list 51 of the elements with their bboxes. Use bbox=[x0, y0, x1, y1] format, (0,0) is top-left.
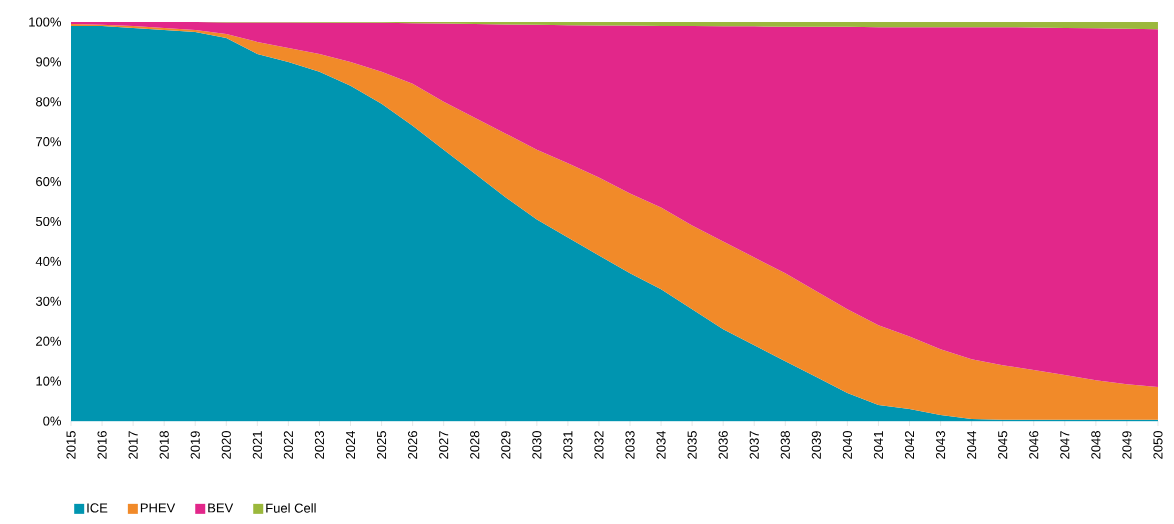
y-tick-label: 30% bbox=[35, 296, 62, 306]
y-tick-label: 100% bbox=[29, 17, 62, 27]
x-tick-label: 2047 bbox=[1060, 431, 1070, 459]
x-tick-label: 2050 bbox=[1153, 431, 1163, 459]
x-tick-label: 2035 bbox=[687, 431, 697, 459]
x-tick-label: 2020 bbox=[221, 431, 231, 459]
y-tick-label: 70% bbox=[36, 137, 62, 147]
legend-label: Fuel Cell bbox=[266, 503, 316, 513]
x-tick-label: 2033 bbox=[625, 431, 635, 459]
x-tick-label: 2046 bbox=[1029, 431, 1039, 459]
y-tick-label: 90% bbox=[36, 57, 62, 67]
x-tick-label: 2017 bbox=[128, 431, 138, 459]
x-tick-label: 2043 bbox=[935, 431, 946, 459]
x-tick-label: 2034 bbox=[656, 430, 666, 459]
legend-label: BEV bbox=[208, 503, 234, 513]
x-tick-label: 2016 bbox=[97, 431, 107, 459]
y-tick-label: 60% bbox=[36, 176, 62, 187]
x-tick-label: 2040 bbox=[842, 431, 853, 459]
x-tick-label: 2041 bbox=[873, 431, 884, 459]
y-tick-label: 0% bbox=[43, 416, 62, 426]
x-tick-label: 2025 bbox=[376, 431, 387, 459]
x-tick-label: 2030 bbox=[532, 431, 542, 459]
x-tick-label: 2022 bbox=[283, 431, 293, 459]
x-tick-label: 2039 bbox=[811, 431, 821, 459]
x-tick-label: 2042 bbox=[904, 431, 915, 459]
x-tick-label: 2044 bbox=[967, 430, 977, 459]
x-tick-label: 2045 bbox=[998, 431, 1008, 459]
legend-label: PHEV bbox=[140, 503, 176, 513]
y-tick-label: 20% bbox=[36, 336, 62, 346]
x-tick-label: 2027 bbox=[439, 431, 449, 459]
legend-label: ICE bbox=[87, 503, 108, 513]
y-tick-label: 50% bbox=[35, 216, 62, 227]
x-tick-label: 2015 bbox=[66, 431, 76, 459]
x-tick-label: 2038 bbox=[780, 431, 790, 459]
x-tick-label: 2024 bbox=[345, 430, 356, 459]
x-tick-label: 2018 bbox=[159, 431, 169, 459]
x-tick-label: 2049 bbox=[1122, 431, 1132, 459]
y-tick-label: 40% bbox=[35, 256, 62, 266]
x-tick-label: 2019 bbox=[190, 431, 200, 459]
x-tick-label: 2023 bbox=[314, 431, 325, 459]
y-tick-label: 80% bbox=[36, 97, 62, 107]
y-tick-label: 10% bbox=[36, 376, 62, 386]
x-tick-label: 2029 bbox=[501, 431, 511, 459]
x-tick-label: 2031 bbox=[563, 431, 573, 459]
x-tick-label: 2036 bbox=[718, 431, 728, 459]
x-tick-label: 2028 bbox=[470, 431, 480, 459]
x-tick-label: 2021 bbox=[252, 431, 262, 459]
x-tick-label: 2026 bbox=[408, 431, 418, 459]
x-tick-label: 2032 bbox=[594, 431, 604, 459]
x-tick-label: 2048 bbox=[1091, 431, 1101, 459]
x-tick-label: 2037 bbox=[749, 431, 759, 459]
